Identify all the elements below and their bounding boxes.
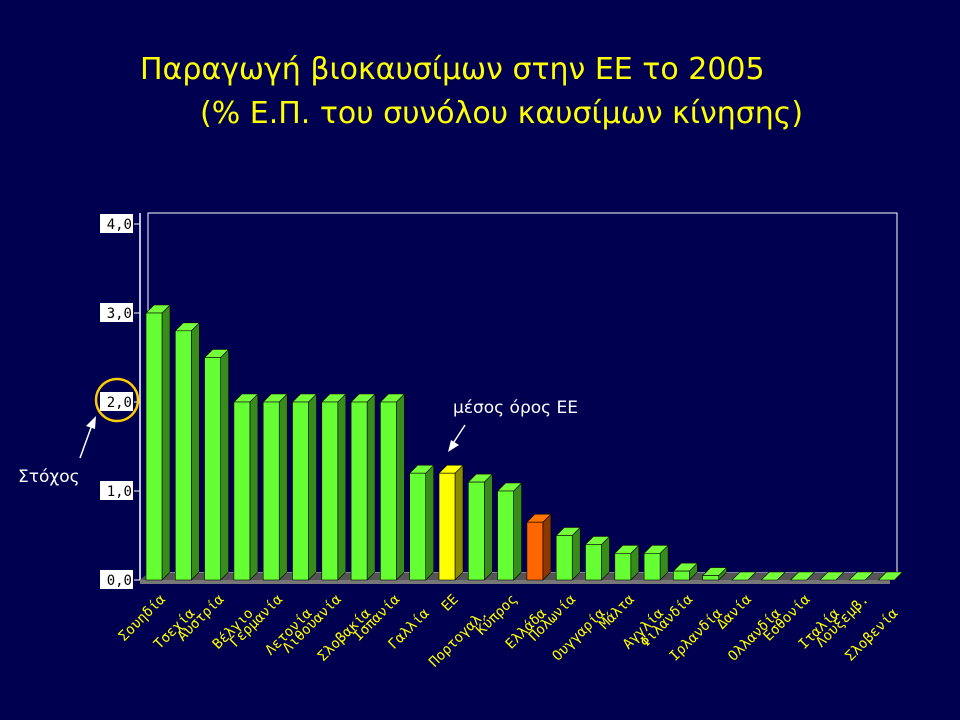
title-line-2: (% Ε.Π. του συνόλου καυσίμων κίνησης) <box>200 96 804 131</box>
bar-front <box>262 401 280 581</box>
bar-front <box>350 401 368 581</box>
target-arrow-icon <box>79 416 96 459</box>
bar-side <box>191 322 200 581</box>
bar-side <box>161 304 171 581</box>
y-tick-label-bg <box>100 481 133 500</box>
y-axis-ticks: 4,0 3,0 2,0 1,0 0,0 <box>100 214 140 589</box>
average-arrow-icon <box>448 424 466 452</box>
y-tick-label-bg <box>100 392 133 411</box>
bar-top <box>877 571 904 581</box>
bar-front <box>555 535 573 581</box>
bar-21 <box>760 571 787 581</box>
bar-front <box>175 330 192 581</box>
bar-front <box>204 357 221 581</box>
bar-11 <box>467 473 494 581</box>
plot-frame <box>147 212 898 574</box>
bar-2 <box>203 348 230 581</box>
bar-19 <box>701 566 728 581</box>
bar-side <box>366 393 376 581</box>
bars-group <box>145 304 904 581</box>
bar-front <box>585 544 602 581</box>
target-circle <box>94 377 140 423</box>
bar-10 <box>438 464 464 581</box>
y-tick-label: 4,0 <box>107 217 132 233</box>
bar-side <box>454 464 464 581</box>
bar-20 <box>731 571 757 581</box>
chart-title: Παραγωγή βιοκαυσίμων στην ΕΕ το 2005 (% … <box>100 48 900 136</box>
y-tick-label: 0,0 <box>107 573 132 589</box>
bar-17 <box>643 544 669 581</box>
bar-top <box>731 571 757 581</box>
bar-23 <box>819 571 845 581</box>
average-label: μέσος όρος ΕΕ <box>453 398 578 418</box>
x-tick-label: Πορτογαλ. <box>426 606 491 671</box>
chart-floor-edge <box>140 580 890 584</box>
y-tick-label-bg <box>100 214 133 233</box>
bar-front <box>643 552 661 581</box>
y-tick-label: 1,0 <box>107 484 132 500</box>
bar-side <box>396 393 405 581</box>
title-line-1: Παραγωγή βιοκαυσίμων στην ΕΕ το 2005 <box>140 52 765 87</box>
bar-side <box>425 464 435 581</box>
y-tick-label: 3,0 <box>107 306 132 322</box>
bar-side <box>278 393 288 581</box>
bar-25 <box>877 571 904 581</box>
bar-22 <box>789 571 816 581</box>
bar-front <box>673 570 690 581</box>
bar-6 <box>321 393 347 581</box>
bar-top <box>819 571 845 581</box>
y-tick-label: 2,0 <box>107 395 132 411</box>
bar-4 <box>262 393 288 581</box>
bar-side <box>542 513 552 581</box>
bar-top <box>760 571 787 581</box>
bar-front <box>292 401 309 581</box>
bar-front <box>321 401 339 581</box>
bar-side <box>513 482 522 581</box>
bar-side <box>483 473 493 581</box>
bar-front <box>526 521 544 581</box>
x-axis-labels: ΣουηδίαΤσεχίαΑυστρίαΒέλγιοΓερμανίαΛετονί… <box>116 591 902 670</box>
bar-9 <box>408 464 435 581</box>
bar-front <box>380 401 397 581</box>
bar-8 <box>379 393 406 581</box>
bar-18 <box>672 562 699 581</box>
bar-16 <box>614 544 640 581</box>
bar-3 <box>233 393 259 581</box>
bar-13 <box>526 513 552 581</box>
bar-side <box>337 393 347 581</box>
bar-front <box>497 490 514 581</box>
bar-front <box>438 472 456 581</box>
bar-side <box>308 393 317 581</box>
bar-side <box>249 393 259 581</box>
bar-24 <box>848 571 874 581</box>
bar-12 <box>496 482 523 581</box>
bar-side <box>571 526 581 581</box>
bar-side <box>220 348 229 581</box>
y-tick-label-bg <box>100 303 133 322</box>
x-tick-label: ΕΕ <box>439 592 462 615</box>
bar-0 <box>145 304 171 581</box>
bar-front <box>233 401 251 581</box>
bar-top <box>848 571 874 581</box>
bar-7 <box>350 393 376 581</box>
bar-1 <box>174 322 201 581</box>
y-tick-label-bg <box>100 570 133 589</box>
bar-front <box>702 575 720 581</box>
bar-front <box>614 552 632 581</box>
target-label: Στόχος <box>18 467 80 487</box>
bar-15 <box>584 535 611 581</box>
bar-14 <box>555 526 581 581</box>
bar-front <box>467 481 485 581</box>
bar-5 <box>291 393 318 581</box>
bar-top <box>789 571 816 581</box>
bar-front <box>145 312 163 581</box>
bar-front <box>409 472 427 581</box>
